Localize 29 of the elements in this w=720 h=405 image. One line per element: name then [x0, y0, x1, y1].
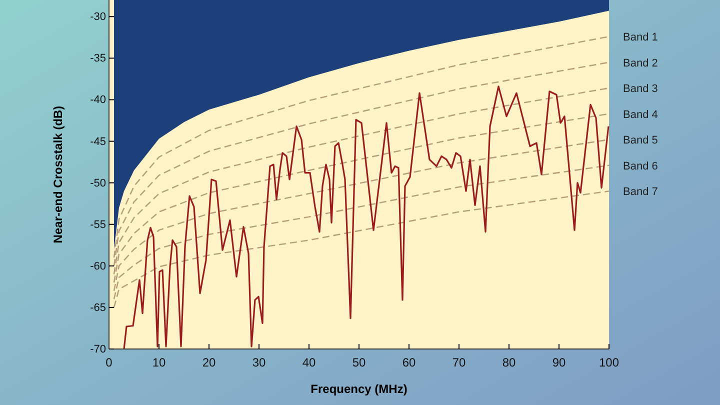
series-label: Band 3: [623, 83, 658, 96]
y-tick-label: -35: [90, 52, 106, 65]
y-tick-label: -55: [90, 218, 106, 231]
y-tick-label: -50: [90, 177, 106, 190]
series-label: Band 7: [623, 186, 658, 198]
series-label: Band 4: [623, 108, 658, 121]
x-tick-label: 50: [352, 355, 366, 370]
x-tick-label: 90: [552, 355, 566, 370]
x-tick-label: 40: [302, 355, 316, 370]
series-label: Band 5: [623, 134, 658, 147]
y-tick-label: -60: [90, 260, 106, 272]
y-tick-label: -65: [90, 302, 106, 314]
y-tick-label: -70: [90, 344, 106, 356]
x-tick-label: 0: [106, 355, 113, 370]
series-label: Band 1: [623, 32, 658, 44]
x-tick-label: 100: [598, 355, 620, 370]
x-tick-label: 80: [502, 355, 516, 370]
x-tick-label: 10: [152, 355, 166, 370]
y-tick-label: -40: [90, 94, 106, 106]
y-tick-label: -30: [90, 11, 106, 24]
series-label: Band 2: [623, 57, 658, 70]
series-label: Band 6: [623, 160, 658, 172]
x-tick-label: 30: [252, 355, 266, 370]
x-tick-label: 60: [402, 355, 416, 370]
y-tick-label: -45: [90, 136, 106, 148]
y-axis-title: Near-end Crosstalk (dB): [51, 106, 65, 244]
x-axis-title: Frequency (MHz): [310, 382, 408, 396]
x-tick-label: 20: [202, 355, 216, 370]
x-tick-label: 70: [452, 355, 466, 370]
